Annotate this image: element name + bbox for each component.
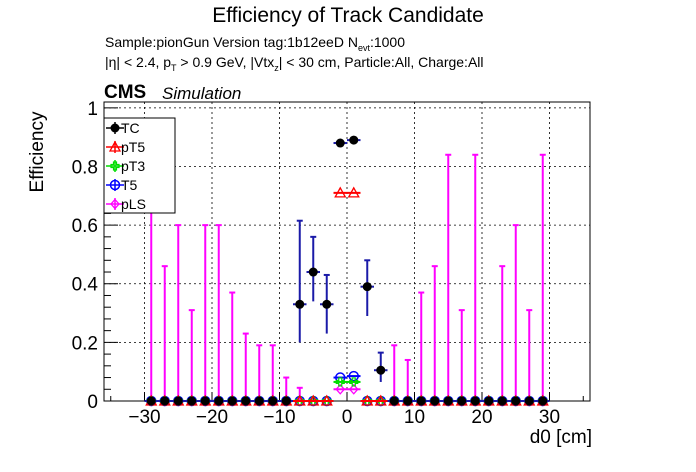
pT3-point — [335, 377, 345, 387]
TC-point — [524, 396, 534, 406]
legend-marker-T5 — [109, 179, 121, 191]
pT5-point — [307, 394, 320, 406]
axis-ticks: −30 −20 −10 0 10 20 30 0 0.2 0.4 0.6 0.8 1 — [72, 99, 584, 428]
TC-point — [241, 396, 251, 406]
y-axis-label: Efficiency — [27, 111, 48, 193]
pT3-point — [349, 377, 359, 387]
cuts-mid: > 0.9 GeV, |Vtx — [176, 54, 275, 70]
cuts-vtx-subscript: z — [274, 62, 279, 73]
TC-point — [403, 396, 413, 406]
y-tick-label: 0.4 — [72, 275, 99, 296]
TC-point — [389, 396, 399, 406]
y-tick-label: 0.2 — [72, 333, 98, 354]
nevt-value: :1000 — [369, 34, 406, 50]
TC-point — [214, 396, 224, 406]
x-tick-label: 10 — [404, 407, 425, 428]
legend: TC pT5 pT3 T5 pLS — [103, 117, 176, 214]
cuts-info: |η| < 2.4, pT > 0.9 GeV, |Vtxz| < 30 cm,… — [105, 54, 484, 73]
TC-point — [497, 396, 507, 406]
cuts-eta: |η| < 2.4, p — [105, 54, 172, 70]
TC-point — [146, 396, 156, 406]
plot-frame — [103, 101, 591, 402]
TC-point — [281, 396, 291, 406]
x-tick-label: 30 — [539, 407, 560, 428]
TC-point — [295, 299, 305, 309]
x-tick-label: 0 — [342, 407, 353, 428]
TC-point — [362, 282, 372, 292]
y-tick-label: 1 — [87, 99, 98, 120]
cms-label: CMS — [104, 82, 147, 103]
pT5-point — [347, 186, 360, 198]
pT5-point — [320, 394, 333, 406]
TC-point — [457, 396, 467, 406]
legend-label-TC: TC — [121, 120, 140, 136]
sample-info: Sample:pionGun Version tag:1b12eeD Nevt:… — [105, 34, 405, 53]
data-series — [144, 135, 550, 407]
legend-box — [103, 117, 176, 214]
y-tick-label: 0 — [87, 392, 98, 413]
legend-marker-pLS — [110, 198, 120, 210]
TC-point — [470, 396, 480, 406]
TC-point — [376, 365, 386, 375]
pLS-point — [335, 383, 346, 395]
TC-point — [430, 396, 440, 406]
chart-title: Efficiency of Track Candidate — [212, 4, 484, 27]
legend-label-T5: T5 — [121, 177, 138, 193]
x-axis-label: d0 [cm] — [529, 427, 592, 448]
cuts-pt-subscript: T — [171, 62, 177, 73]
TC-point — [254, 396, 264, 406]
TC-point — [268, 396, 278, 406]
TC-point — [484, 396, 494, 406]
nevt-subscript: evt — [357, 42, 370, 53]
x-tick-label: −10 — [263, 407, 295, 428]
TC-point — [335, 138, 345, 148]
legend-marker-TC — [110, 123, 120, 133]
y-tick-label: 0.6 — [72, 216, 98, 237]
TC-point — [200, 396, 210, 406]
grid — [104, 102, 590, 402]
pT5-point — [293, 394, 306, 406]
series-TC — [144, 135, 550, 406]
sample-text: Sample:pionGun Version tag:1b12eeD N — [105, 34, 358, 50]
TC-point — [187, 396, 197, 406]
TC-point — [160, 396, 170, 406]
TC-point — [443, 396, 453, 406]
TC-point — [416, 396, 426, 406]
pT5-point — [334, 186, 347, 198]
TC-point — [308, 267, 318, 277]
simulation-label: Simulation — [162, 84, 242, 103]
cuts-tail: | < 30 cm, Particle:All, Charge:All — [278, 54, 484, 70]
TC-point — [538, 396, 548, 406]
legend-label-pLS: pLS — [121, 196, 146, 212]
TC-point — [322, 299, 332, 309]
x-tick-label: 20 — [471, 407, 492, 428]
legend-marker-pT3 — [110, 161, 120, 171]
TC-point — [227, 396, 237, 406]
pLS-point — [348, 383, 359, 395]
x-tick-label: −30 — [128, 407, 160, 428]
x-tick-label: −20 — [196, 407, 228, 428]
pT5-point — [374, 394, 387, 406]
TC-point — [349, 135, 359, 145]
pT5-point — [361, 394, 374, 406]
y-tick-label: 0.8 — [72, 157, 98, 178]
T5-point — [348, 370, 359, 382]
TC-point — [511, 396, 521, 406]
legend-label-pT3: pT3 — [121, 158, 145, 174]
legend-label-pT5: pT5 — [121, 139, 145, 155]
TC-point — [173, 396, 183, 406]
legend-marker-pT5 — [108, 140, 122, 152]
